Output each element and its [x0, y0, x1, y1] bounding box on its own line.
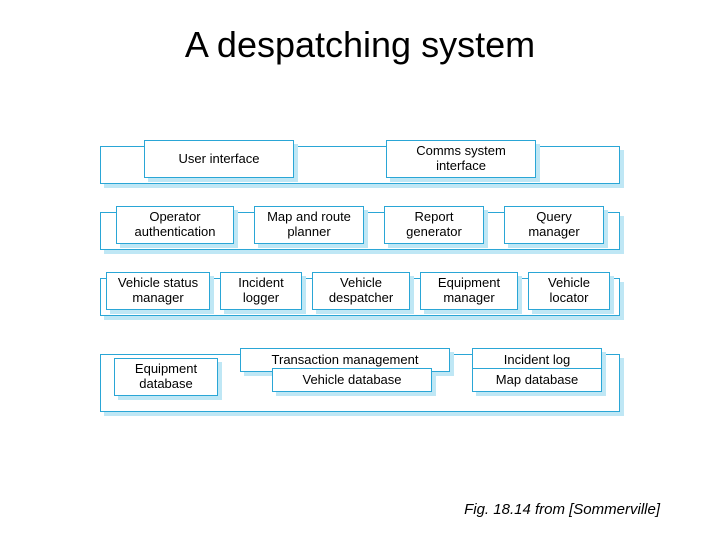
user-interface: User interface: [144, 140, 294, 178]
report-generator: Reportgenerator: [384, 206, 484, 244]
vehicle-locator: Vehiclelocator: [528, 272, 610, 310]
vehicle-database: Vehicle database: [272, 368, 432, 392]
page-title: A despatching system: [0, 24, 720, 66]
operator-auth: Operatorauthentication: [116, 206, 234, 244]
tier-4: Equipmentdatabase Transaction management…: [100, 348, 620, 418]
tier-1: User interface Comms systeminterface: [100, 140, 620, 190]
incident-logger: Incidentlogger: [220, 272, 302, 310]
vehicle-status-mgr: Vehicle statusmanager: [106, 272, 210, 310]
vehicle-despatcher: Vehicledespatcher: [312, 272, 410, 310]
equipment-manager: Equipmentmanager: [420, 272, 518, 310]
query-manager: Querymanager: [504, 206, 604, 244]
map-database: Map database: [472, 368, 602, 392]
diagram: User interface Comms systeminterface Ope…: [100, 140, 620, 418]
map-route-planner: Map and routeplanner: [254, 206, 364, 244]
equipment-database: Equipmentdatabase: [114, 358, 218, 396]
tier-2: Operatorauthentication Map and routeplan…: [100, 206, 620, 256]
tier-3: Vehicle statusmanager Incidentlogger Veh…: [100, 272, 620, 322]
comms-interface: Comms systeminterface: [386, 140, 536, 178]
figure-caption: Fig. 18.14 from [Sommerville]: [464, 501, 660, 518]
